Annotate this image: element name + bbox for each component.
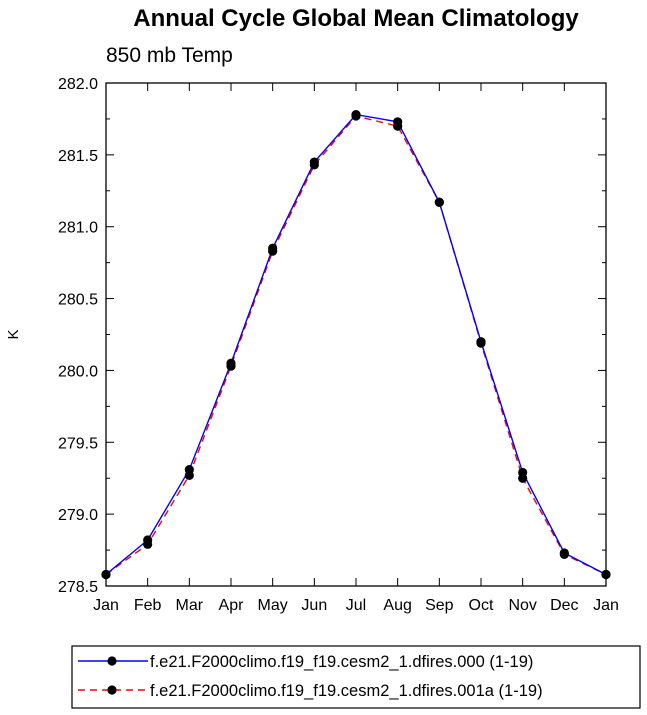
data-point [184, 464, 194, 475]
data-point [476, 337, 486, 347]
data-point [518, 467, 528, 478]
x-tick-label: Aug [383, 597, 411, 614]
data-point [226, 358, 236, 368]
data-point [393, 117, 403, 127]
y-axis-label: K [5, 329, 22, 339]
x-tick-label: Jul [346, 597, 366, 614]
data-point [351, 110, 361, 120]
y-tick-label: 281.5 [58, 148, 98, 165]
chart-title: Annual Cycle Global Mean Climatology [133, 5, 579, 32]
series-line-1 [105, 115, 607, 576]
data-point [143, 535, 153, 545]
data-point [434, 197, 444, 207]
x-tick-label: Jun [301, 597, 327, 614]
x-tick-label: Feb [134, 597, 162, 614]
y-tick-label: 281.0 [58, 220, 98, 237]
x-tick-label: Dec [550, 597, 578, 614]
x-tick-label: Nov [508, 597, 536, 614]
y-tick-label: 279.5 [58, 435, 98, 452]
y-tick-label: 280.0 [58, 363, 98, 380]
x-tick-label: Jan [93, 597, 119, 614]
y-tick-label: 282.0 [58, 76, 98, 93]
data-point [309, 157, 319, 167]
series-line-0 [105, 113, 607, 576]
legend-box [71, 645, 641, 709]
legend-swatch-marker [107, 656, 117, 666]
data-point [559, 548, 569, 558]
x-tick-label: Jan [593, 597, 619, 614]
x-tick-label: Apr [219, 597, 245, 614]
legend-label: f.e21.F2000climo.f19_f19.cesm2_1.dfires.… [150, 682, 543, 700]
x-tick-label: Sep [425, 597, 454, 614]
data-point [268, 243, 278, 253]
plot-frame [105, 82, 607, 587]
y-tick-label: 280.5 [58, 292, 98, 309]
legend-swatch-marker [107, 685, 117, 695]
chart-subtitle: 850 mb Temp [106, 44, 233, 67]
legend-label: f.e21.F2000climo.f19_f19.cesm2_1.dfires.… [150, 653, 533, 671]
y-tick-label: 278.5 [58, 579, 98, 596]
x-tick-label: May [258, 597, 288, 614]
x-tick-label: Mar [176, 597, 204, 614]
x-tick-label: Oct [469, 597, 494, 614]
series-layer [101, 110, 611, 580]
legend: f.e21.F2000climo.f19_f19.cesm2_1.dfires.… [71, 645, 641, 709]
y-tick-label: 279.0 [58, 507, 98, 524]
axis-ticks: Jan Feb Mar Apr May Jun Jul Aug Sep Oct Nov Dec Jan2… [58, 76, 619, 614]
